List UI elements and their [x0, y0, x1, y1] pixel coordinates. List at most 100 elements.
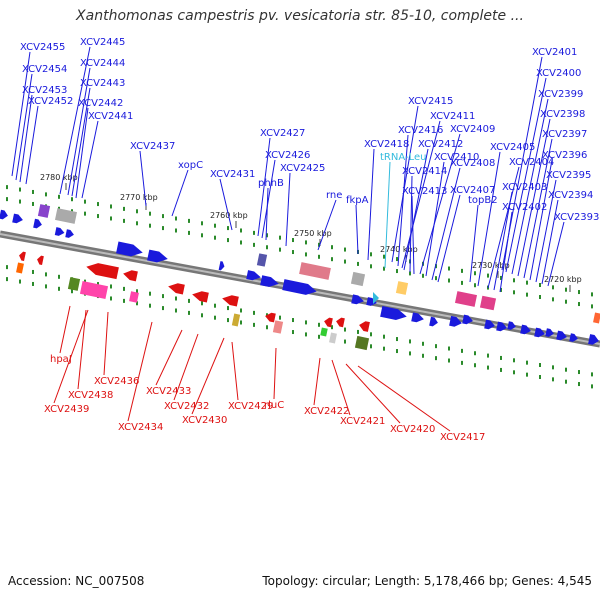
forward-gene[interactable] [351, 294, 364, 305]
forward-gene[interactable] [520, 324, 531, 335]
reverse-gene[interactable] [37, 255, 44, 266]
reverse-gene[interactable] [123, 270, 138, 282]
forward-gene[interactable] [116, 241, 143, 257]
upper-gene-label[interactable]: XCV2410 [434, 152, 479, 163]
upper-gene-label[interactable]: XCV2453 [22, 85, 67, 96]
reverse-gene[interactable] [168, 283, 185, 295]
upper-gene-label[interactable]: XCV2437 [130, 141, 175, 152]
lower-gene-label[interactable]: XCV2436 [94, 376, 139, 387]
upper-gene-label[interactable]: XCV2454 [22, 64, 67, 75]
upper-gene-label[interactable]: XCV2443 [80, 78, 125, 89]
forward-gene[interactable] [484, 319, 495, 330]
upper-gene-label[interactable]: fkpA [346, 195, 369, 206]
upper-gene-label[interactable]: XCV2397 [542, 129, 587, 140]
feature-block[interactable] [231, 313, 241, 327]
forward-gene[interactable] [588, 334, 599, 345]
lower-gene-label[interactable]: hpaJ [50, 354, 72, 365]
forward-gene[interactable] [260, 275, 279, 287]
forward-gene[interactable] [282, 279, 317, 295]
forward-gene[interactable] [0, 209, 8, 220]
upper-gene-label[interactable]: XCV2403 [502, 182, 547, 193]
upper-gene-label[interactable]: tRNA-Leu [380, 152, 426, 163]
lower-gene-label[interactable]: XCV2420 [390, 424, 435, 435]
forward-gene[interactable] [507, 321, 516, 330]
reverse-gene[interactable] [265, 312, 276, 323]
lower-gene-label[interactable]: XCV2438 [68, 390, 113, 401]
feature-block[interactable] [329, 332, 337, 344]
upper-gene-label[interactable]: XCV2409 [450, 124, 495, 135]
feature-block[interactable] [37, 204, 51, 218]
feature-block[interactable] [320, 327, 328, 337]
upper-gene-label[interactable]: XCV2407 [450, 185, 495, 196]
feature-block[interactable] [593, 312, 600, 324]
forward-gene[interactable] [246, 270, 261, 281]
forward-gene[interactable] [496, 321, 507, 332]
reverse-gene[interactable] [336, 317, 345, 328]
upper-gene-label[interactable]: XCV2398 [540, 109, 585, 120]
upper-gene-label[interactable]: XCV2411 [430, 111, 475, 122]
forward-gene[interactable] [147, 249, 168, 263]
forward-gene[interactable] [449, 315, 462, 327]
lower-gene-label[interactable]: XCV2430 [182, 415, 227, 426]
forward-gene[interactable] [411, 312, 424, 323]
forward-gene[interactable] [33, 218, 42, 229]
upper-gene-label[interactable]: XCV2442 [78, 98, 123, 109]
upper-gene-label[interactable]: XCV2455 [20, 42, 65, 53]
feature-block[interactable] [129, 291, 139, 303]
upper-gene-label[interactable]: XCV2441 [88, 111, 133, 122]
forward-gene[interactable] [534, 327, 545, 338]
lower-gene-label[interactable]: XCV2433 [146, 386, 191, 397]
forward-gene[interactable] [380, 305, 407, 321]
forward-gene[interactable] [569, 333, 578, 342]
reverse-gene[interactable] [192, 291, 209, 303]
feature-block[interactable] [479, 295, 497, 311]
forward-gene[interactable] [65, 229, 74, 238]
feature-block[interactable] [350, 271, 366, 287]
upper-gene-label[interactable]: XCV2444 [80, 58, 125, 69]
reverse-gene[interactable] [222, 295, 239, 307]
upper-gene-label[interactable]: XCV2452 [28, 96, 73, 107]
upper-gene-label[interactable]: XCV2427 [260, 128, 305, 139]
reverse-gene[interactable] [324, 317, 333, 328]
upper-gene-label[interactable]: xopC [178, 160, 203, 171]
forward-gene[interactable] [12, 213, 23, 224]
upper-gene-label[interactable]: XCV2412 [418, 139, 463, 150]
reverse-gene[interactable] [359, 321, 370, 332]
forward-gene[interactable] [556, 330, 567, 341]
feature-block[interactable] [354, 335, 370, 351]
feature-block[interactable] [79, 281, 109, 299]
lower-gene-label[interactable]: XCV2434 [118, 422, 163, 433]
upper-gene-label[interactable]: XCV2431 [210, 169, 255, 180]
feature-block[interactable] [454, 291, 478, 307]
upper-gene-label[interactable]: XCV2408 [450, 158, 495, 169]
forward-gene[interactable] [429, 316, 438, 327]
upper-gene-label[interactable]: XCV2445 [80, 37, 125, 48]
upper-gene-label[interactable]: XCV2396 [542, 150, 587, 161]
feature-block[interactable] [54, 208, 78, 224]
upper-gene-label[interactable]: XCV2400 [536, 68, 581, 79]
upper-gene-label[interactable]: XCV2416 [398, 125, 443, 136]
upper-gene-label[interactable]: XCV2402 [502, 202, 547, 213]
feature-block[interactable] [16, 262, 24, 274]
forward-gene[interactable] [218, 261, 225, 271]
upper-gene-label[interactable]: XCV2405 [490, 142, 535, 153]
feature-block[interactable] [299, 262, 331, 280]
feature-block[interactable] [272, 320, 284, 334]
upper-gene-label[interactable]: XCV2425 [280, 163, 325, 174]
feature-block[interactable] [256, 253, 268, 267]
upper-gene-label[interactable]: XCV2413 [402, 186, 447, 197]
feature-block[interactable] [67, 277, 81, 291]
feature-block[interactable] [395, 281, 409, 295]
lower-gene-label[interactable]: XCV2422 [304, 406, 349, 417]
upper-gene-label[interactable]: XCV2418 [364, 139, 409, 150]
forward-gene[interactable] [462, 314, 473, 325]
lower-gene-label[interactable]: XCV2417 [440, 432, 485, 443]
reverse-gene[interactable] [19, 251, 26, 262]
upper-gene-label[interactable]: XCV2414 [402, 166, 447, 177]
upper-gene-label[interactable]: XCV2399 [538, 89, 583, 100]
trna-leu-marker[interactable] [373, 292, 379, 304]
forward-gene[interactable] [366, 297, 377, 306]
upper-gene-label[interactable]: XCV2415 [408, 96, 453, 107]
lower-gene-label[interactable]: XCV2432 [164, 401, 209, 412]
